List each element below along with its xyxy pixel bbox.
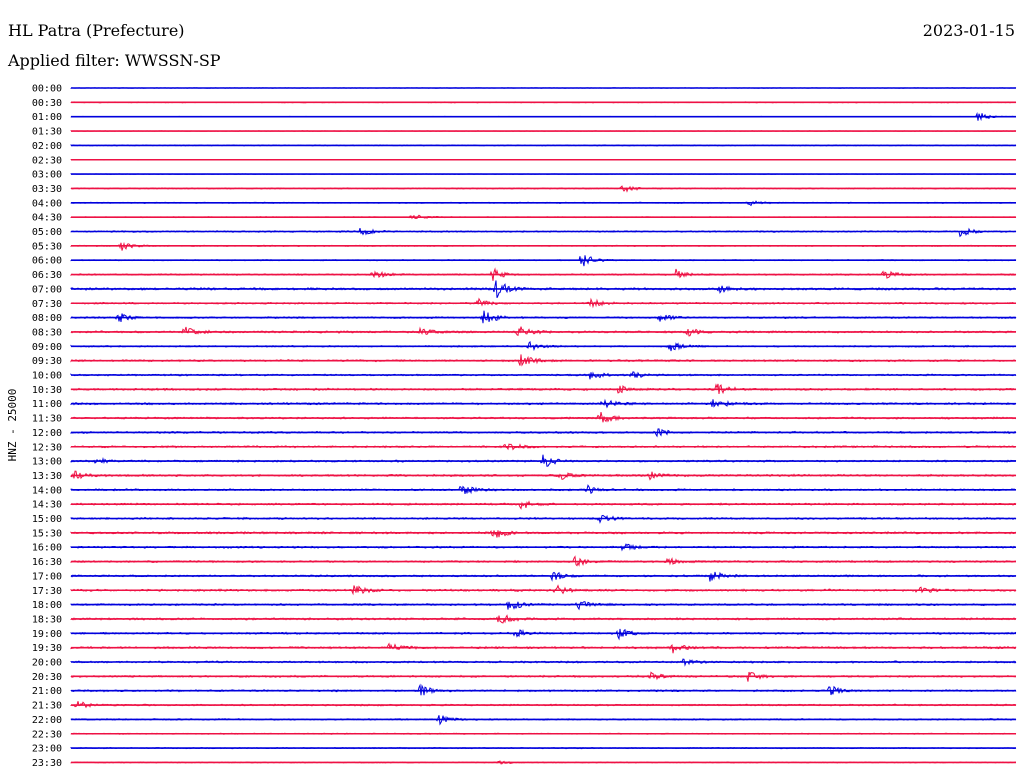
row-time-label: 03:00 bbox=[32, 170, 62, 181]
record-date: 2023-01-15 bbox=[922, 21, 1015, 40]
row-time-label: 00:30 bbox=[32, 98, 62, 109]
row-time-label: 12:30 bbox=[32, 442, 62, 453]
row-time-label: 16:00 bbox=[32, 543, 62, 554]
seismic-trace bbox=[70, 601, 1017, 611]
seismic-trace bbox=[70, 571, 1017, 582]
row-time-label: 02:00 bbox=[32, 141, 62, 152]
y-axis-label: HNZ - 25000 bbox=[6, 389, 19, 462]
row-time-label: 10:00 bbox=[32, 371, 62, 382]
row-time-label: 04:00 bbox=[32, 198, 62, 209]
row-time-label: 23:00 bbox=[32, 744, 62, 755]
seismic-trace bbox=[70, 412, 1017, 423]
row-time-label: 11:30 bbox=[32, 414, 62, 425]
seismic-trace bbox=[70, 530, 1017, 538]
row-time-label: 14:30 bbox=[32, 500, 62, 511]
row-time-label: 17:00 bbox=[32, 571, 62, 582]
filter-label: Applied filter: WWSSN-SP bbox=[8, 51, 221, 70]
row-time-label: 06:00 bbox=[32, 256, 62, 267]
row-time-label: 10:30 bbox=[32, 385, 62, 396]
row-time-label: 22:30 bbox=[32, 729, 62, 740]
row-time-label: 08:30 bbox=[32, 327, 62, 338]
seismic-trace bbox=[70, 500, 1017, 510]
row-time-label: 12:00 bbox=[32, 428, 62, 439]
row-time-label: 01:00 bbox=[32, 112, 62, 123]
row-time-label: 18:00 bbox=[32, 600, 62, 611]
row-time-label: 07:00 bbox=[32, 284, 62, 295]
row-time-label: 18:30 bbox=[32, 614, 62, 625]
row-time-label: 14:00 bbox=[32, 485, 62, 496]
trace-rows: 00:00 00:30 01:00 01:30 02:00 02:30 03:00 03:30… bbox=[32, 84, 1017, 769]
row-time-label: 05:30 bbox=[32, 241, 62, 252]
row-time-label: 11:00 bbox=[32, 399, 62, 410]
row-time-label: 21:00 bbox=[32, 686, 62, 697]
seismic-trace bbox=[70, 642, 1017, 654]
row-time-label: 09:30 bbox=[32, 356, 62, 367]
row-time-label: 19:30 bbox=[32, 643, 62, 654]
row-time-label: 15:00 bbox=[32, 514, 62, 525]
row-time-label: 02:30 bbox=[32, 155, 62, 166]
row-time-label: 15:30 bbox=[32, 528, 62, 539]
row-time-label: 22:00 bbox=[32, 715, 62, 726]
row-time-label: 17:30 bbox=[32, 586, 62, 597]
seismic-trace bbox=[70, 241, 1017, 251]
row-time-label: 00:00 bbox=[32, 84, 62, 95]
row-time-label: 05:00 bbox=[32, 227, 62, 238]
row-time-label: 06:30 bbox=[32, 270, 62, 281]
row-time-label: 09:00 bbox=[32, 342, 62, 353]
row-time-label: 19:00 bbox=[32, 629, 62, 640]
row-time-label: 13:30 bbox=[32, 471, 62, 482]
station-title: HL Patra (Prefecture) bbox=[8, 21, 185, 40]
row-time-label: 07:30 bbox=[32, 299, 62, 310]
row-time-label: 08:00 bbox=[32, 313, 62, 324]
row-time-label: 13:00 bbox=[32, 457, 62, 468]
row-time-label: 21:30 bbox=[32, 701, 62, 712]
row-time-label: 04:30 bbox=[32, 213, 62, 224]
row-time-label: 23:30 bbox=[32, 758, 62, 769]
row-time-label: 20:00 bbox=[32, 658, 62, 669]
row-time-label: 16:30 bbox=[32, 557, 62, 568]
row-time-label: 01:30 bbox=[32, 127, 62, 138]
row-time-label: 03:30 bbox=[32, 184, 62, 195]
row-time-label: 20:30 bbox=[32, 672, 62, 683]
